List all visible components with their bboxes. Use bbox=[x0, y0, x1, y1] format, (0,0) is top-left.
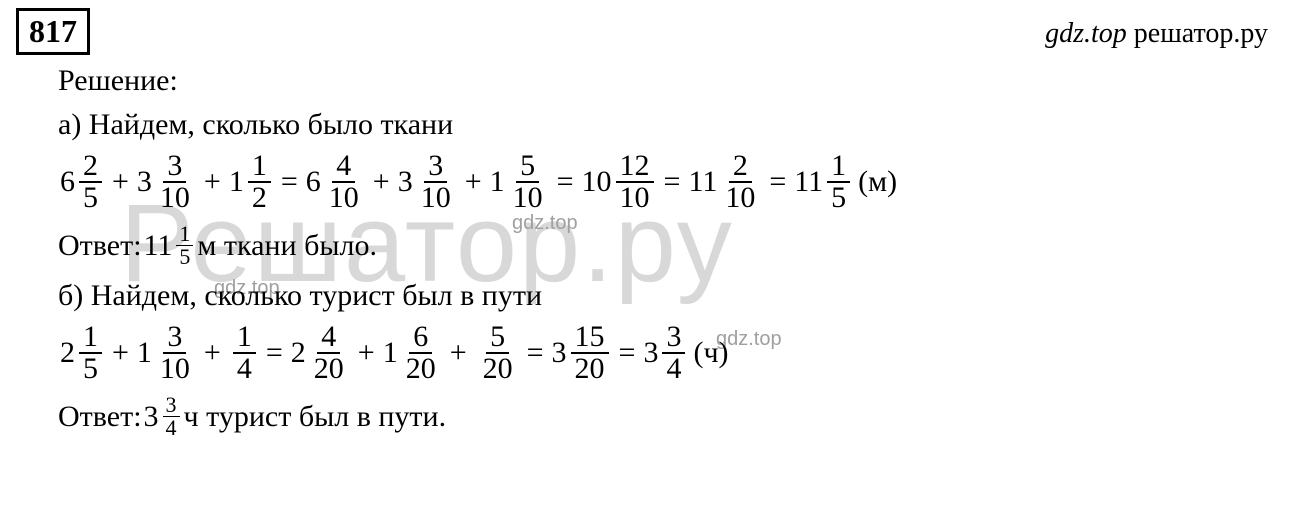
unit-m: (м) bbox=[858, 165, 897, 199]
plus-op: + bbox=[204, 165, 221, 199]
plus-op: + bbox=[358, 336, 375, 370]
eq-op: = bbox=[619, 336, 636, 370]
eq-op: = bbox=[664, 165, 681, 199]
eq-op: = bbox=[769, 165, 786, 199]
term-a8: 11210 bbox=[688, 151, 761, 213]
part-b-intro: б) Найдем, сколько турист был в пути bbox=[58, 278, 1276, 314]
term-b6: 520 bbox=[475, 322, 519, 384]
term-a1: 625 bbox=[60, 151, 104, 213]
answer-a-suffix: м ткани было. bbox=[197, 229, 377, 263]
term-a6: 1510 bbox=[490, 151, 549, 213]
term-a2: 3310 bbox=[137, 151, 196, 213]
eq-op: = bbox=[557, 165, 574, 199]
term-b4: 2420 bbox=[291, 322, 350, 384]
answer-b-prefix: Ответ: bbox=[58, 400, 142, 434]
term-b1: 215 bbox=[60, 322, 104, 384]
answer-a-prefix: Ответ: bbox=[58, 229, 142, 263]
part-b-equation: 215 + 1310 + 14 = 2420 + 1620 + 520 = 31… bbox=[58, 322, 1276, 384]
plus-op: + bbox=[204, 336, 221, 370]
term-a3: 112 bbox=[229, 151, 273, 213]
eq-op: = bbox=[266, 336, 283, 370]
term-b3: 14 bbox=[229, 322, 258, 384]
solution-content: Решение: а) Найдем, сколько было ткани 6… bbox=[16, 63, 1276, 439]
term-a7: 101210 bbox=[582, 151, 656, 213]
plus-op: + bbox=[450, 336, 467, 370]
problem-number: 817 bbox=[16, 8, 90, 55]
term-a5: 3310 bbox=[398, 151, 457, 213]
answer-b-suffix: ч турист был в пути. bbox=[184, 400, 447, 434]
part-a-equation: 625 + 3310 + 112 = 6410 + 3310 + 1510 = … bbox=[58, 151, 1276, 213]
unit-h: (ч) bbox=[693, 336, 728, 370]
solution-label: Решение: bbox=[58, 63, 1276, 99]
answer-a: Ответ: 1115 м ткани было. bbox=[58, 223, 1276, 268]
answer-b: Ответ: 334 ч турист был в пути. bbox=[58, 394, 1276, 439]
term-a4: 6410 bbox=[306, 151, 365, 213]
eq-op: = bbox=[527, 336, 544, 370]
plus-op: + bbox=[465, 165, 482, 199]
term-a9: 1115 bbox=[794, 151, 852, 213]
term-b7: 31520 bbox=[552, 322, 611, 384]
plus-op: + bbox=[373, 165, 390, 199]
term-b2: 1310 bbox=[137, 322, 196, 384]
answer-a-value: 1115 bbox=[144, 223, 196, 268]
term-b8: 334 bbox=[643, 322, 687, 384]
part-a-intro: а) Найдем, сколько было ткани bbox=[58, 107, 1276, 143]
plus-op: + bbox=[112, 336, 129, 370]
eq-op: = bbox=[281, 165, 298, 199]
plus-op: + bbox=[112, 165, 129, 199]
term-b5: 1620 bbox=[383, 322, 442, 384]
answer-b-value: 334 bbox=[144, 394, 182, 439]
